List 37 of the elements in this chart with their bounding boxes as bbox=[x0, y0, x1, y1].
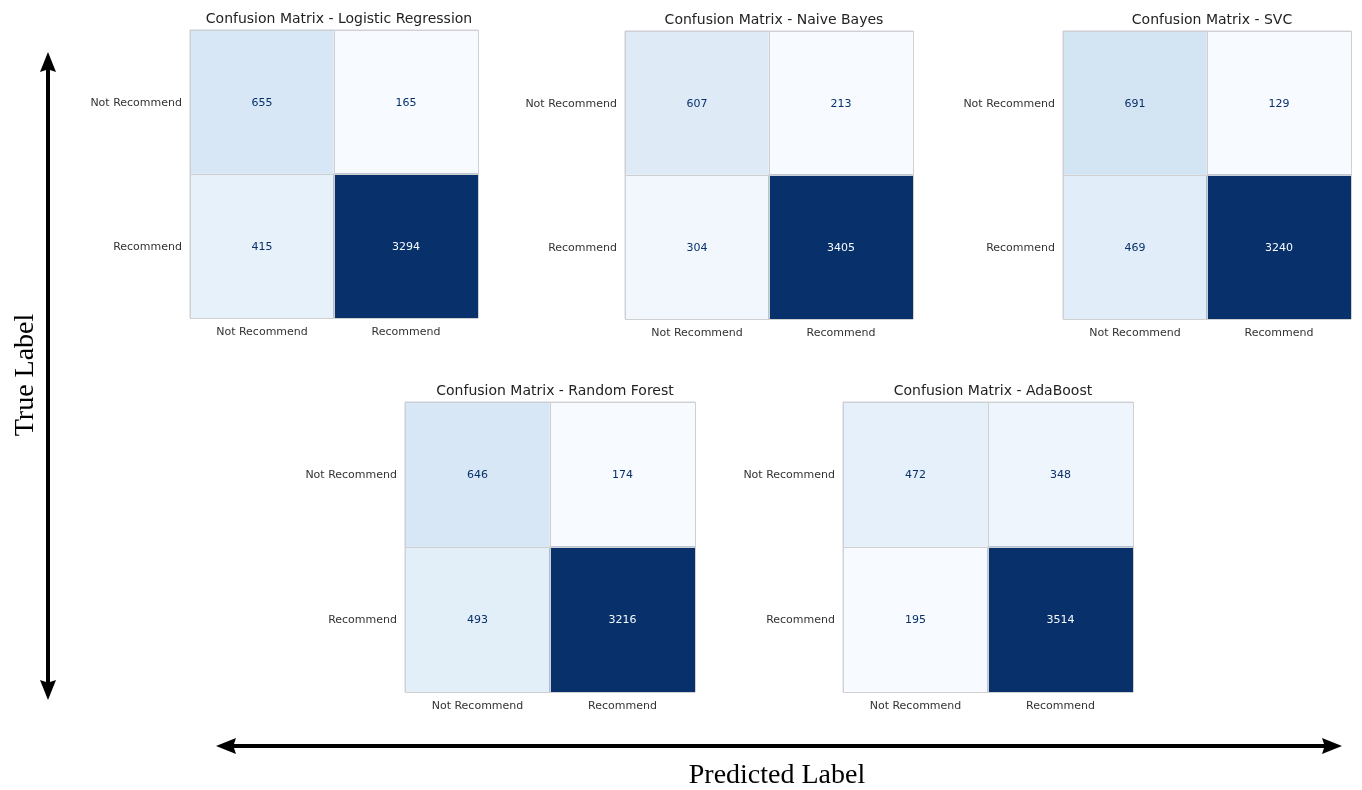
x-tick-label: Recommend bbox=[371, 325, 441, 338]
chart-title: Confusion Matrix - Logistic Regression bbox=[205, 10, 473, 26]
x-tick-label: Recommend bbox=[806, 326, 876, 339]
x-tick-label: Not Recommend bbox=[431, 699, 524, 712]
chart-title: Confusion Matrix - SVC bbox=[1131, 11, 1293, 27]
text: True Label bbox=[8, 313, 40, 437]
data-label: 469 bbox=[1124, 240, 1146, 254]
data-label: 3294 bbox=[392, 239, 420, 253]
data-label: 655 bbox=[251, 95, 273, 109]
data-label: 304 bbox=[686, 240, 708, 254]
chart-title: Confusion Matrix - Naive Bayes bbox=[664, 11, 884, 27]
data-label: 3514 bbox=[1046, 613, 1075, 626]
x-tick-label: Recommend bbox=[1026, 699, 1095, 712]
x-tick-label: Not Recommend bbox=[216, 325, 308, 338]
data-label: 3240 bbox=[1265, 240, 1293, 254]
text: Predicted Label bbox=[688, 758, 866, 790]
data-label: 174 bbox=[612, 468, 633, 481]
data-label: 3216 bbox=[608, 613, 637, 626]
chart-title: Confusion Matrix - Random Forest bbox=[436, 382, 675, 398]
data-label: 165 bbox=[395, 95, 417, 109]
x-tick-label: Recommend bbox=[1244, 326, 1314, 339]
data-label: 646 bbox=[467, 468, 488, 481]
data-label: 415 bbox=[251, 239, 273, 253]
x-tick-label: Not Recommend bbox=[869, 699, 962, 712]
data-label: 195 bbox=[905, 613, 926, 626]
chart-title: Confusion Matrix - AdaBoost bbox=[893, 382, 1093, 398]
data-label: 472 bbox=[905, 468, 926, 481]
data-label: 493 bbox=[467, 613, 488, 626]
x-tick-label: Recommend bbox=[588, 699, 657, 712]
data-label: 129 bbox=[1268, 96, 1290, 110]
data-label: 691 bbox=[1124, 96, 1146, 110]
x-tick-label: Not Recommend bbox=[651, 326, 743, 339]
data-label: 213 bbox=[830, 96, 852, 110]
data-label: 348 bbox=[1050, 468, 1071, 481]
data-label: 3405 bbox=[827, 240, 855, 254]
data-label: 607 bbox=[686, 96, 708, 110]
x-tick-label: Not Recommend bbox=[1089, 326, 1181, 339]
